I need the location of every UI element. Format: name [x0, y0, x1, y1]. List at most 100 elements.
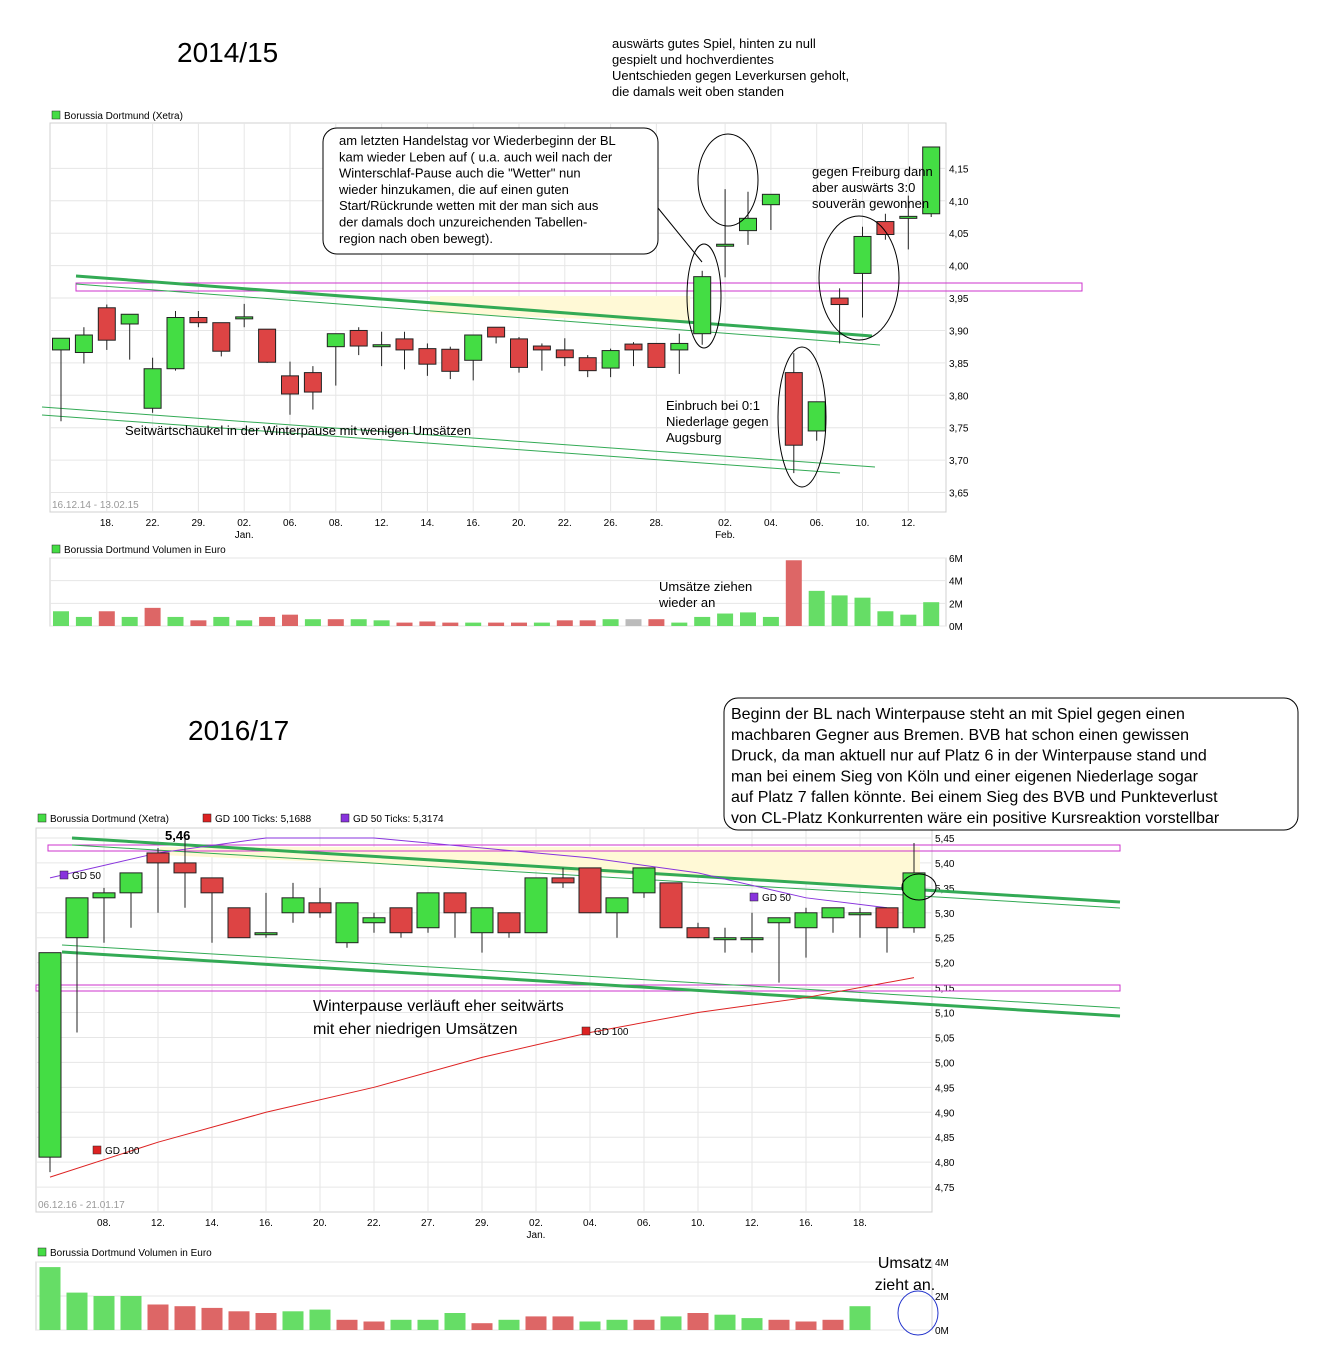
trend-line-upper-thin	[75, 283, 881, 346]
candle-up	[716, 243, 735, 247]
x-tick-label: 20.	[313, 1218, 327, 1229]
candle-up	[899, 215, 918, 219]
volume-bar	[419, 621, 436, 626]
candle-down	[555, 349, 574, 359]
candle-up	[362, 917, 386, 924]
volume-y-tick: 4M	[949, 577, 963, 588]
annotation-box-line: von CL-Platz Konkurrenten wäre ein posit…	[731, 810, 1220, 827]
legend-gd50-swatch	[340, 813, 350, 823]
candle-up	[740, 937, 764, 941]
y-tick-label: 5,45	[935, 834, 955, 845]
volume-bar	[579, 620, 596, 626]
volume-bar	[75, 616, 92, 626]
volume-bar	[174, 1306, 196, 1330]
y-tick-label: 4,85	[935, 1133, 955, 1144]
trend-line-lower	[61, 950, 1121, 1018]
x-tick-label: 06.	[637, 1218, 651, 1229]
volume-bar	[236, 620, 253, 626]
candle-up	[739, 217, 757, 232]
volume-bar	[740, 612, 756, 626]
volume-bar	[465, 622, 482, 626]
volume-bar	[121, 616, 138, 626]
volume-bar	[282, 614, 298, 626]
y-tick-label: 4,05	[949, 229, 969, 240]
volume-bar	[190, 620, 207, 626]
x-tick-label: 29.	[191, 518, 205, 529]
highlight-ellipse	[686, 243, 722, 349]
annotation-box-line: kam wieder Leben auf ( u.a. auch weil na…	[339, 149, 613, 164]
volume-bar	[363, 1321, 385, 1330]
candle-down	[418, 348, 437, 365]
volume-bar	[373, 620, 390, 626]
season-heading: 2016/17	[188, 715, 289, 746]
candle-up	[821, 907, 845, 919]
volume-bar	[390, 1319, 412, 1330]
volume-bar	[717, 613, 734, 626]
x-tick-label: 12.	[151, 1218, 165, 1229]
candle-up	[601, 350, 620, 369]
candle-down	[212, 322, 231, 352]
volume-y-tick: 2M	[949, 599, 963, 610]
volume-bar	[93, 1296, 115, 1330]
candle-down	[510, 338, 528, 368]
gd100-line	[49, 977, 915, 1178]
gd50-tag-swatch	[59, 870, 69, 880]
candle-up	[281, 897, 305, 914]
volume-bar	[66, 1292, 88, 1330]
candle-down	[875, 907, 899, 929]
volume-bar	[795, 1321, 817, 1330]
x-tick-label: 16.	[799, 1218, 813, 1229]
volume-bar	[336, 1319, 358, 1330]
x-month-label: Jan.	[235, 530, 254, 541]
annotation-box	[723, 697, 1299, 831]
x-tick-label: 04.	[764, 518, 778, 529]
x-tick-label: 02.	[718, 518, 732, 529]
x-tick-label: 04.	[583, 1218, 597, 1229]
volume-bar	[259, 616, 276, 626]
volume-y-tick: 0M	[949, 622, 963, 633]
y-tick-label: 5,25	[935, 934, 955, 945]
y-tick-label: 4,80	[935, 1158, 955, 1169]
y-tick-label: 3,70	[949, 456, 969, 467]
candle-down	[389, 907, 413, 934]
volume-bar	[687, 1313, 709, 1330]
y-tick-label: 3,65	[949, 489, 969, 500]
annotation-einbruch-line: Einbruch bei 0:1	[666, 398, 760, 413]
volume-bar	[822, 1319, 844, 1330]
annotation-top-line: die damals weit oben standen	[612, 84, 784, 99]
x-tick-label: 10.	[856, 518, 870, 529]
annotation-box-line: am letzten Handelstag vor Wiederbeginn d…	[339, 133, 616, 148]
candle-up	[326, 333, 345, 348]
legend-swatch	[51, 110, 61, 120]
candle-up	[166, 317, 185, 370]
candle-up	[120, 313, 139, 325]
candle-up	[335, 902, 359, 944]
trend-line-upper	[75, 274, 873, 338]
volume-bar	[282, 1311, 304, 1330]
y-tick-label: 3,75	[949, 424, 969, 435]
candle-down	[876, 221, 895, 236]
highlight-ellipse	[777, 346, 827, 488]
candle-down	[441, 348, 460, 372]
annotation-box-line: wieder hinzukamen, die auf einen guten	[338, 182, 569, 197]
candle-down	[532, 345, 551, 351]
x-tick-label: 02.	[529, 1218, 543, 1229]
trend-line-lower	[41, 406, 876, 468]
volume-bar	[785, 560, 802, 626]
x-tick-label: 22.	[367, 1218, 381, 1229]
volume-bar	[147, 1304, 169, 1330]
candle-up	[143, 368, 162, 409]
volume-bar	[327, 619, 344, 626]
candle-down	[395, 338, 414, 351]
annotation-box-line: Druck, da man aktuell nur auf Platz 6 in…	[731, 748, 1207, 765]
candle-down	[659, 882, 683, 929]
volume-bar	[488, 622, 505, 626]
candle-down	[189, 317, 208, 324]
volume-bar	[602, 619, 619, 626]
highlight-ellipse	[901, 873, 937, 901]
volume-legend-label: Borussia Dortmund Volumen in Euro	[50, 1248, 212, 1259]
annotation-freiburg-line: gegen Freiburg dann	[812, 164, 933, 179]
candle-up	[235, 316, 254, 320]
x-tick-label: 02.	[237, 518, 251, 529]
candle-up	[372, 344, 391, 348]
